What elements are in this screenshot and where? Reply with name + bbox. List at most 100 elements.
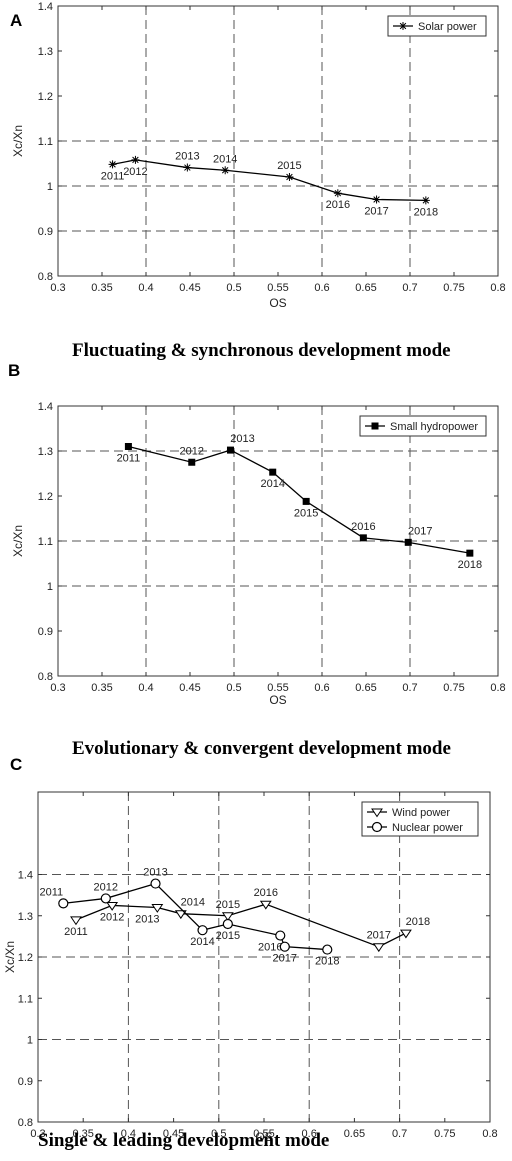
x-tick-label: 0.65 [355,282,376,294]
data-point [372,943,385,953]
data-label: 2012 [180,445,204,457]
data-point [302,497,310,505]
data-label: 2017 [408,525,432,537]
x-tick-label: 0.65 [355,682,376,694]
x-tick-label: 0.8 [482,1128,497,1140]
x-tick-label: 0.55 [267,282,288,294]
x-tick-label: 0.4 [121,1128,136,1140]
data-point [188,458,196,466]
data-point [275,930,286,941]
legend: Small hydropower [359,415,487,437]
data-label: 2017 [364,206,388,218]
x-tick-label: 0.75 [443,282,464,294]
x-tick-label: 0.3 [30,1128,45,1140]
x-tick-label: 0.35 [72,1128,93,1140]
legend-marker [399,22,407,30]
data-label: 2013 [143,867,167,879]
data-label: 2011 [64,926,88,938]
legend-entry: Solar power [418,21,477,33]
chart-panel-B: B 0.3 0.35 0.4 0.45 0.5 0.55 0.6 0.65 0.7 0.75 0.8 0… [8,361,506,759]
x-tick-label: 0.65 [344,1128,365,1140]
x-tick-label: 0.3 [50,682,65,694]
x-tick-label: 0.5 [226,282,241,294]
data-point [174,910,187,920]
data-label: 2016 [258,942,282,954]
y-tick-label: 1.2 [38,91,53,103]
panel-letter: A [10,11,22,30]
y-tick-label: 1 [47,181,53,193]
series-line [112,159,426,202]
data-label: 2013 [230,433,254,445]
x-axis-label: OS [255,1130,272,1144]
data-label: 2011 [117,453,141,465]
data-point [131,155,140,164]
x-tick-label: 0.3 [50,282,65,294]
series-line [75,903,407,948]
legend: Wind power Nuclear power [361,801,479,837]
legend-box [361,801,479,837]
data-point [226,446,234,454]
y-tick-label: 1.4 [38,401,53,413]
data-point [333,189,342,198]
legend-entry: Wind power [392,807,450,819]
data-label: 2018 [414,206,438,218]
data-label: 2012 [123,166,147,178]
x-tick-label: 0.35 [91,682,112,694]
caption: Fluctuating & synchronous development mo… [72,340,451,361]
legend-box [359,415,487,437]
data-label: 2014 [260,478,284,490]
data-label: 2013 [175,151,199,163]
data-label: 2014 [213,153,237,165]
x-tick-label: 0.6 [302,1128,317,1140]
series-small-hydropower: 2011 2012 2013 2014 2015 2016 2017 2018 [117,433,483,571]
plot-area [58,406,498,676]
y-tick-label: 1.1 [38,536,53,548]
data-point [285,173,294,181]
data-label: 2014 [190,936,214,948]
data-label: 2014 [181,897,205,909]
x-axis-label: OS [269,693,286,707]
data-point [359,534,367,542]
y-tick-label: 1.3 [18,911,33,923]
data-point [108,160,117,169]
data-point [421,196,430,205]
x-tick-label: 0.45 [179,282,200,294]
y-tick-label: 1 [27,1035,33,1047]
x-tick-label: 0.45 [163,1128,184,1140]
legend-entry: Small hydropower [390,421,478,433]
data-label: 2017 [367,930,391,942]
y-tick-label: 0.8 [38,671,53,683]
y-tick-label: 1.1 [18,993,33,1005]
panel-letter: B [8,361,20,380]
data-label: 2018 [406,916,430,928]
data-point [70,916,82,926]
x-tick-label: 0.75 [443,682,464,694]
data-label: 2015 [216,899,240,911]
data-point [106,901,119,911]
y-tick-label: 1.1 [38,136,53,148]
data-label: 2017 [273,953,297,965]
x-tick-label: 0.55 [253,1128,274,1140]
y-tick-label: 1.3 [38,46,53,58]
legend-marker [371,808,383,818]
data-label: 2015 [277,160,301,172]
data-point [259,900,272,910]
data-label: 2011 [39,886,63,898]
data-point [221,912,234,922]
plot-area [58,6,498,276]
series-line [128,445,470,554]
x-tick-label: 0.75 [434,1128,455,1140]
y-tick-label: 0.9 [18,1076,33,1088]
data-point [124,443,132,450]
data-point [372,195,381,204]
y-tick-label: 1 [47,581,53,593]
y-axis-label: Xc/Xn [11,125,25,157]
data-point [151,904,164,913]
legend-marker [371,422,379,430]
y-tick-label: 1.4 [18,870,33,882]
y-tick-label: 0.9 [38,626,53,638]
legend-marker [371,821,383,833]
y-tick-label: 1.2 [38,491,53,503]
